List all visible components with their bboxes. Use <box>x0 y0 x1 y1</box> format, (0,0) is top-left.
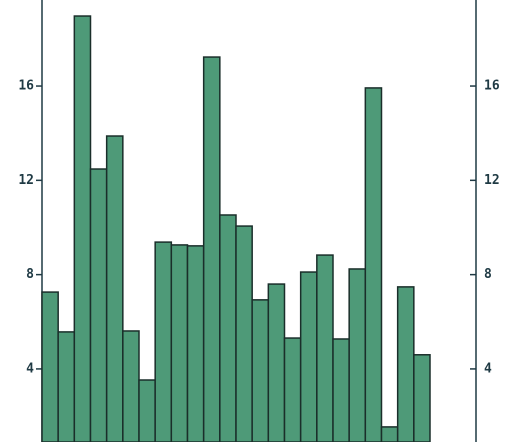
y2-tick-label: 16 <box>484 79 500 94</box>
bar <box>251 299 270 442</box>
bar <box>283 337 302 442</box>
y2-tick-label: 12 <box>484 173 500 188</box>
y2-tick-label: 4 <box>484 361 492 376</box>
bar <box>235 225 253 442</box>
bar <box>316 254 334 442</box>
bar <box>348 268 367 442</box>
bar <box>413 354 431 442</box>
bar <box>219 214 237 442</box>
bar <box>396 286 415 442</box>
bar <box>41 291 59 442</box>
y-tick-label: 16 <box>18 79 34 94</box>
y-tick-label: 4 <box>26 361 34 376</box>
y2-tick-label: 8 <box>484 267 492 282</box>
y-tick-label: 8 <box>26 267 34 282</box>
bar <box>122 330 140 442</box>
bar <box>186 245 205 442</box>
bar <box>57 331 76 442</box>
bar <box>202 56 221 442</box>
bar <box>332 338 350 442</box>
bar <box>299 271 318 442</box>
bar <box>380 426 399 442</box>
bar <box>138 379 156 442</box>
bar <box>73 15 92 442</box>
bar <box>170 244 189 442</box>
bar <box>364 87 383 442</box>
bar <box>267 283 286 442</box>
y-tick-label: 12 <box>18 173 34 188</box>
bar <box>154 241 173 442</box>
bar <box>105 135 124 442</box>
bar <box>89 168 108 442</box>
